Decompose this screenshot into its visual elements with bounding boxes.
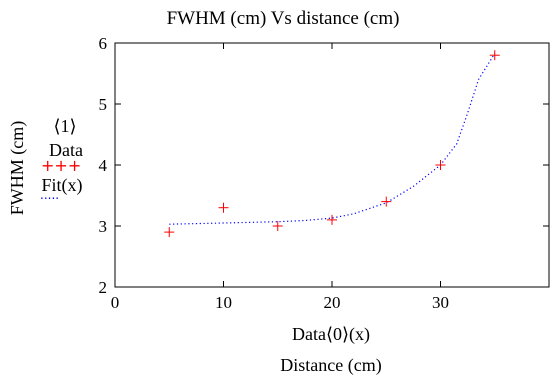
- data-point: [381, 196, 392, 207]
- y-series-label: ⟨1⟩: [53, 116, 76, 136]
- data-point: [164, 227, 175, 238]
- fit-series: [169, 53, 496, 225]
- data-point: [435, 160, 446, 170]
- x-series-label: Data⟨0⟩(x): [292, 324, 370, 345]
- fit-line: [169, 53, 496, 225]
- legend-data-symbol: +++: [41, 156, 81, 175]
- legend-fit-symbol: .....: [40, 188, 59, 202]
- y-tick-label: 4: [99, 156, 108, 175]
- data-point: [218, 202, 229, 213]
- x-tick-label: 30: [432, 293, 449, 312]
- y-axis-label: FWHM (cm): [7, 121, 28, 215]
- legend-fit-label: Fit(x): [41, 175, 82, 196]
- x-tick-label: 0: [111, 293, 120, 312]
- x-tick-label: 20: [324, 293, 341, 312]
- y-tick-label: 6: [99, 34, 108, 53]
- plot-frame: [114, 42, 550, 288]
- y-tick-label: 2: [99, 278, 108, 297]
- y-tick-label: 3: [99, 217, 108, 236]
- y-axis-ticks: 2 3 4 5 6: [99, 34, 549, 297]
- x-axis-ticks: 0 10 20 30: [111, 43, 449, 312]
- x-tick-label: 10: [215, 293, 232, 312]
- data-point: [489, 50, 500, 61]
- data-point: [272, 221, 283, 231]
- x-axis-label: Distance (cm): [280, 355, 381, 376]
- legend: Data +++ Fit(x) .....: [40, 140, 83, 202]
- chart-title: FWHM (cm) Vs distance (cm): [167, 8, 400, 29]
- data-series: [164, 50, 500, 238]
- data-point: [327, 214, 337, 225]
- plot-border: [114, 42, 550, 288]
- y-tick-label: 5: [99, 95, 108, 114]
- legend-data-label: Data: [49, 140, 83, 160]
